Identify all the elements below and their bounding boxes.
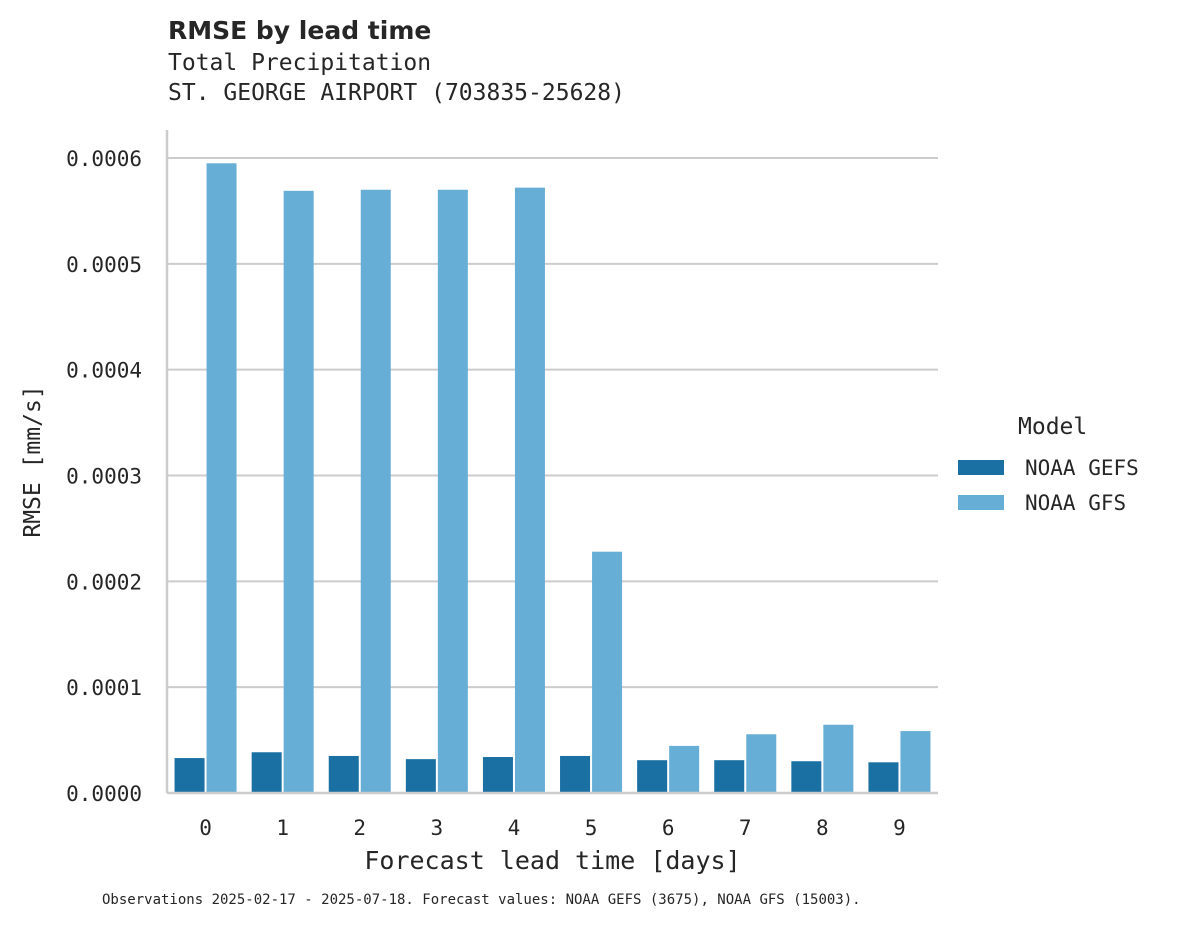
- y-gridlines: [167, 157, 938, 689]
- bar-gefs-0: [174, 758, 205, 793]
- bar-gefs-3: [405, 759, 436, 793]
- bar-gefs-7: [714, 760, 745, 793]
- y-tick-label: 0.0000: [66, 782, 142, 806]
- y-tick-label: 0.0001: [66, 676, 142, 700]
- x-tick-label: 2: [353, 816, 366, 840]
- x-tick-label: 7: [739, 816, 752, 840]
- legend-item-gefs: NOAA GEFS: [958, 450, 1139, 485]
- y-tick-label: 0.0006: [66, 147, 142, 171]
- bar-gfs-5: [592, 551, 623, 793]
- bar-gfs-9: [900, 731, 931, 793]
- legend-swatch-gefs: [958, 460, 1004, 475]
- bar-gefs-8: [791, 761, 822, 793]
- x-tick-label: 5: [585, 816, 598, 840]
- bar-gfs-1: [283, 190, 314, 793]
- x-tick-label: 8: [816, 816, 829, 840]
- bar-gfs-2: [360, 189, 391, 793]
- bar-gfs-6: [669, 745, 700, 793]
- x-tick-labels: 0 1 2 3 4 5 6 7 8 9: [199, 816, 906, 840]
- axes: [165, 130, 938, 795]
- x-tick-label: 6: [662, 816, 675, 840]
- bar-gefs-6: [637, 760, 668, 793]
- y-tick-label: 0.0005: [66, 253, 142, 277]
- legend: Model NOAA GEFS NOAA GFS: [958, 414, 1139, 520]
- bar-gfs-3: [437, 189, 468, 793]
- bar-gfs-7: [746, 734, 777, 793]
- chart-subtitle-variable: Total Precipitation: [168, 50, 432, 76]
- bar-gefs-1: [251, 752, 282, 793]
- chart-subtitle-station: ST. GEORGE AIRPORT (703835-25628): [168, 80, 625, 106]
- legend-swatch-gfs: [958, 495, 1004, 510]
- legend-label-gefs: NOAA GEFS: [1025, 455, 1139, 480]
- y-tick-label: 0.0004: [66, 359, 142, 383]
- y-tick-labels: 0.0000 0.0001 0.0002 0.0003 0.0004 0.0005 0.00…: [66, 147, 142, 806]
- bar-gefs-2: [328, 755, 359, 793]
- legend-item-gfs: NOAA GFS: [958, 485, 1139, 520]
- legend-label-gfs: NOAA GFS: [1025, 490, 1127, 515]
- bar-gfs-0: [206, 163, 237, 793]
- bar-gefs-9: [868, 762, 899, 793]
- x-tick-label: 4: [508, 816, 521, 840]
- bar-gefs-5: [560, 755, 591, 793]
- y-tick-label: 0.0003: [66, 465, 142, 489]
- bar-gfs-4: [514, 187, 545, 794]
- footnote: Observations 2025-02-17 - 2025-07-18. Fo…: [102, 892, 861, 908]
- legend-title: Model: [1018, 414, 1088, 440]
- bar-gefs-4: [482, 757, 513, 793]
- bar-gfs-8: [823, 724, 854, 793]
- y-tick-label: 0.0002: [66, 570, 142, 594]
- x-tick-label: 9: [893, 816, 906, 840]
- chart-title: RMSE by lead time: [168, 16, 432, 45]
- x-tick-label: 1: [276, 816, 289, 840]
- y-axis-label: RMSE [mm/s]: [20, 385, 46, 537]
- x-tick-label: 0: [199, 816, 212, 840]
- bars-group: [174, 163, 931, 794]
- x-axis-label: Forecast lead time [days]: [364, 846, 740, 875]
- x-tick-label: 3: [431, 816, 444, 840]
